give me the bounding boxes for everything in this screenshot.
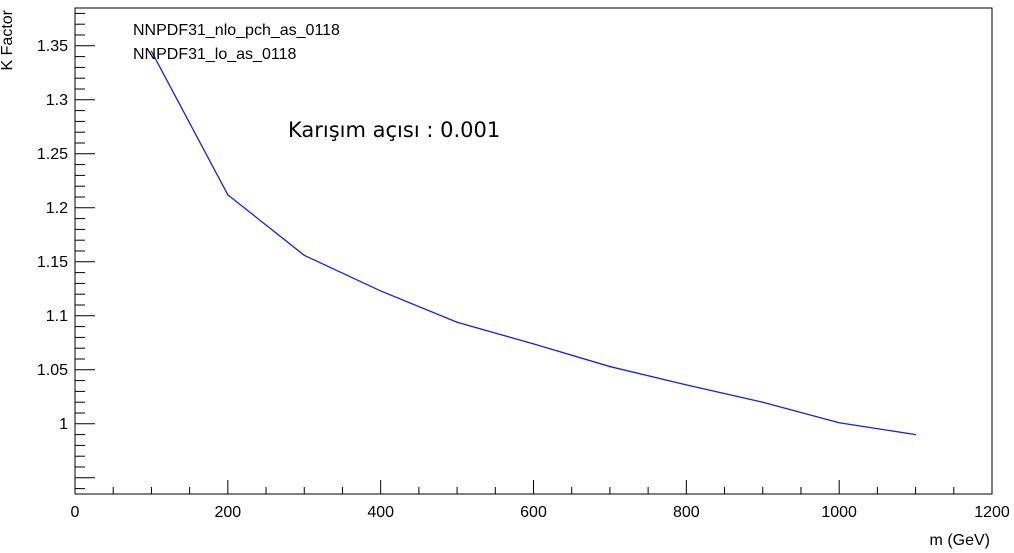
x-tick-label: 600 bbox=[520, 504, 547, 521]
data-point bbox=[532, 343, 535, 345]
y-axis-title: K Factor bbox=[0, 9, 16, 70]
y-tick-label: 1.25 bbox=[37, 146, 68, 163]
data-point bbox=[303, 254, 305, 256]
data-point bbox=[914, 434, 917, 436]
y-tick-label: 1.15 bbox=[37, 254, 68, 271]
x-tick-label: 200 bbox=[214, 504, 241, 521]
data-point bbox=[150, 50, 153, 52]
plot-frame bbox=[74, 7, 993, 495]
x-tick-label: 400 bbox=[367, 504, 394, 521]
data-point bbox=[609, 365, 611, 368]
k-factor-series-line bbox=[150, 50, 916, 436]
x-tick-label: 800 bbox=[673, 504, 700, 521]
y-tick-label: 1.3 bbox=[46, 92, 68, 109]
data-point bbox=[762, 401, 764, 403]
legend-entry-lo: NNPDF31_lo_as_0118 bbox=[133, 46, 296, 63]
x-tick-label: 0 bbox=[71, 504, 80, 521]
series-layer bbox=[150, 50, 917, 436]
data-point bbox=[838, 422, 840, 424]
x-tick-label: 1000 bbox=[821, 504, 857, 521]
y-tick-label: 1.2 bbox=[46, 200, 68, 217]
x-axis-title: m (GeV) bbox=[930, 532, 990, 549]
y-tick-label: 1.1 bbox=[46, 308, 68, 325]
y-axis-ticks: 1 1.05 1.1 1.15 1.2 1.25 1.3 1.35 bbox=[37, 12, 95, 490]
x-axis-ticks: 0 200 400 600 800 1000 1200 bbox=[71, 480, 1010, 521]
annotation-mixing-angle: Karışım açısı : 0.001 bbox=[288, 118, 500, 142]
data-point bbox=[685, 384, 687, 386]
legend-entry-nlo: NNPDF31_nlo_pch_as_0118 bbox=[133, 22, 340, 39]
x-tick-label: 1200 bbox=[974, 504, 1010, 521]
data-point bbox=[456, 321, 458, 323]
y-tick-label: 1 bbox=[59, 416, 68, 433]
y-tick-label: 1.05 bbox=[37, 362, 68, 379]
data-point bbox=[380, 290, 382, 292]
data-point bbox=[227, 194, 229, 196]
y-tick-label: 1.35 bbox=[37, 38, 68, 55]
